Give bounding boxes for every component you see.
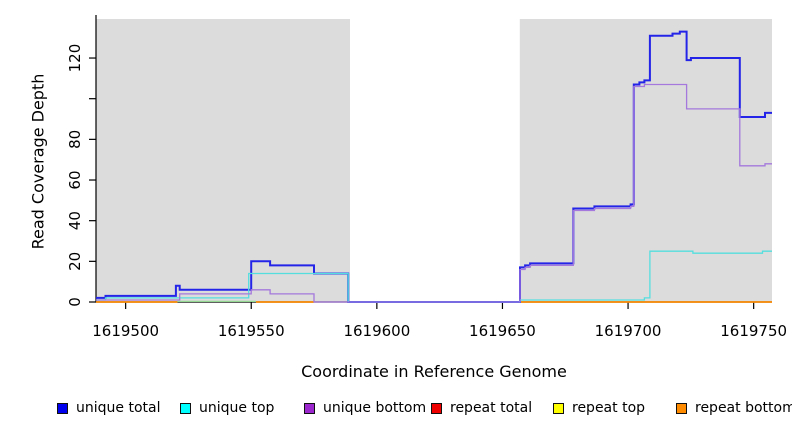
shaded-region-1 bbox=[96, 19, 350, 302]
y-tick-label: 120 bbox=[66, 44, 84, 73]
series-unique-top bbox=[96, 250, 772, 303]
legend-swatch-unique-total bbox=[57, 402, 68, 414]
series-unique-bottom bbox=[96, 83, 772, 303]
legend-label-unique-bottom: unique bottom bbox=[323, 400, 427, 416]
x-tick-label: 1619650 bbox=[469, 322, 536, 340]
legend-label-unique-total: unique total bbox=[76, 400, 161, 416]
legend-item-repeat-total: repeat total bbox=[431, 398, 532, 418]
legend-label-repeat-top: repeat top bbox=[572, 400, 646, 416]
legend-swatch-unique-bottom bbox=[304, 402, 315, 414]
legend-swatch-repeat-bottom bbox=[676, 402, 687, 414]
legend-item-unique-top: unique top bbox=[180, 398, 274, 418]
y-tick-label: 40 bbox=[66, 211, 84, 230]
legend-swatch-unique-top bbox=[180, 402, 191, 414]
y-axis-title: Read Coverage Depth bbox=[28, 73, 48, 250]
x-tick-label: 1619500 bbox=[92, 322, 159, 340]
x-axis-title: Coordinate in Reference Genome bbox=[301, 362, 567, 381]
legend-item-repeat-bottom: repeat bottom bbox=[676, 398, 792, 418]
y-tick-label: 0 bbox=[66, 297, 84, 307]
legend-item-unique-bottom: unique bottom bbox=[304, 398, 426, 418]
legend-label-repeat-bottom: repeat bottom bbox=[695, 400, 792, 416]
legend-label-unique-top: unique top bbox=[199, 400, 275, 416]
legend-item-unique-total: unique total bbox=[57, 398, 160, 418]
legend-swatch-repeat-total bbox=[431, 402, 442, 414]
legend-swatch-repeat-top bbox=[553, 402, 564, 414]
x-tick-label: 1619600 bbox=[343, 322, 410, 340]
x-tick-label: 1619700 bbox=[595, 322, 662, 340]
x-tick-label: 1619550 bbox=[218, 322, 285, 340]
y-tick-label: 80 bbox=[66, 130, 84, 149]
shaded-region-2 bbox=[519, 19, 772, 302]
y-tick-label: 60 bbox=[66, 170, 84, 189]
legend-label-repeat-total: repeat total bbox=[450, 400, 533, 416]
legend-item-repeat-top: repeat top bbox=[553, 398, 645, 418]
coverage-plot: 1619500 1619550 1619600 1619650 1619700 16197… bbox=[66, 15, 787, 340]
series-unique-total bbox=[96, 30, 772, 303]
plot-legend: unique total unique top unique bottom repea… bbox=[0, 398, 792, 422]
y-tick-label: 20 bbox=[66, 252, 84, 271]
x-tick-label: 1619750 bbox=[720, 322, 787, 340]
